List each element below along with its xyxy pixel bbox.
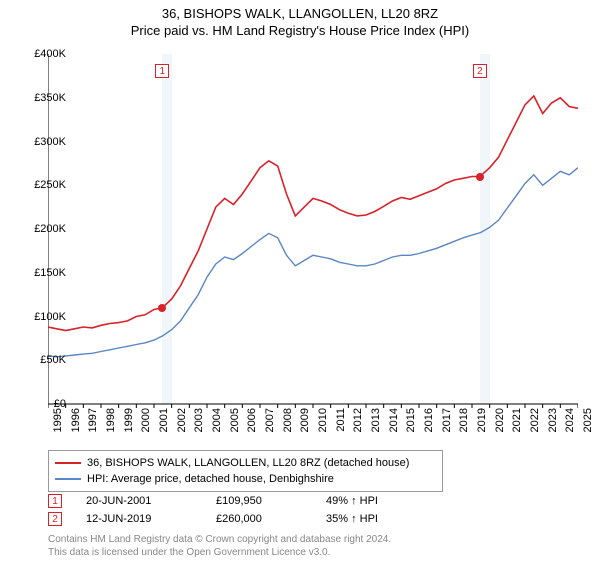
- x-tick-label: 2005: [229, 408, 241, 438]
- footnote-line-2: This data is licensed under the Open Gov…: [48, 547, 391, 560]
- x-tick-label: 2006: [246, 408, 258, 438]
- x-tick-label: 1996: [70, 408, 82, 438]
- x-tick-label: 2012: [352, 408, 364, 438]
- sale-marker-flag: 1: [155, 64, 169, 78]
- sale-row: 2 12-JUN-2019£260,00035% ↑ HPI: [48, 510, 436, 528]
- plot-region: 12: [48, 54, 578, 404]
- x-tick-label: 2003: [193, 408, 205, 438]
- sale-price: £260,000: [216, 513, 326, 525]
- legend: 36, BISHOPS WALK, LLANGOLLEN, LL20 8RZ (…: [48, 450, 443, 492]
- x-tick-label: 2022: [529, 408, 541, 438]
- series-hpi: [48, 168, 578, 357]
- sale-row-marker: 1: [48, 494, 62, 508]
- legend-swatch: [55, 462, 81, 464]
- sales-table: 1 20-JUN-2001£109,95049% ↑ HPI 2 12-JUN-201…: [48, 492, 436, 528]
- x-tick-label: 1995: [52, 408, 64, 438]
- sale-marker-flag: 2: [473, 64, 487, 78]
- sale-pct: 49% ↑ HPI: [326, 495, 436, 507]
- x-tick-label: 1997: [87, 408, 99, 438]
- sale-marker-dot: [476, 173, 484, 181]
- x-tick-label: 2019: [476, 408, 488, 438]
- x-tick-label: 1999: [123, 408, 135, 438]
- x-tick-label: 2002: [176, 408, 188, 438]
- x-tick-label: 2024: [564, 408, 576, 438]
- legend-swatch: [55, 478, 81, 480]
- x-tick-label: 2015: [405, 408, 417, 438]
- sale-row-marker: 2: [48, 512, 62, 526]
- x-tick-label: 2017: [441, 408, 453, 438]
- sale-row: 1 20-JUN-2001£109,95049% ↑ HPI: [48, 492, 436, 510]
- x-tick-label: 2020: [494, 408, 506, 438]
- chart-svg: [48, 54, 578, 410]
- x-tick-label: 2021: [511, 408, 523, 438]
- x-tick-label: 2009: [299, 408, 311, 438]
- y-tick-label: £50K: [21, 354, 66, 366]
- x-tick-label: 2023: [547, 408, 559, 438]
- chart-area: 12: [48, 54, 578, 404]
- x-tick-label: 2008: [282, 408, 294, 438]
- x-tick-label: 2010: [317, 408, 329, 438]
- x-tick-label: 2016: [423, 408, 435, 438]
- x-tick-label: 1998: [105, 408, 117, 438]
- series-price_paid: [48, 96, 578, 331]
- sale-marker-dot: [158, 304, 166, 312]
- x-tick-label: 2000: [140, 408, 152, 438]
- x-tick-label: 2004: [211, 408, 223, 438]
- x-tick-label: 2001: [158, 408, 170, 438]
- x-tick-label: 2025: [582, 408, 594, 438]
- y-tick-label: £250K: [21, 179, 66, 191]
- legend-label: 36, BISHOPS WALK, LLANGOLLEN, LL20 8RZ (…: [87, 457, 409, 469]
- legend-label: HPI: Average price, detached house, Denb…: [87, 473, 334, 485]
- y-tick-label: £150K: [21, 267, 66, 279]
- x-tick-label: 2018: [458, 408, 470, 438]
- chart-container: 36, BISHOPS WALK, LLANGOLLEN, LL20 8RZ P…: [0, 6, 600, 566]
- legend-item: HPI: Average price, detached house, Denb…: [55, 471, 436, 487]
- chart-title: 36, BISHOPS WALK, LLANGOLLEN, LL20 8RZ: [0, 6, 600, 21]
- x-tick-label: 2007: [264, 408, 276, 438]
- legend-item: 36, BISHOPS WALK, LLANGOLLEN, LL20 8RZ (…: [55, 455, 436, 471]
- footnote: Contains HM Land Registry data © Crown c…: [48, 534, 391, 559]
- sale-price: £109,950: [216, 495, 326, 507]
- y-tick-label: £350K: [21, 92, 66, 104]
- sale-date: 20-JUN-2001: [86, 495, 216, 507]
- chart-subtitle: Price paid vs. HM Land Registry's House …: [0, 23, 600, 38]
- y-tick-label: £400K: [21, 48, 66, 60]
- x-tick-label: 2013: [370, 408, 382, 438]
- y-tick-label: £300K: [21, 136, 66, 148]
- y-tick-label: £100K: [21, 311, 66, 323]
- sale-date: 12-JUN-2019: [86, 513, 216, 525]
- x-tick-label: 2011: [335, 408, 347, 438]
- sale-pct: 35% ↑ HPI: [326, 513, 436, 525]
- x-tick-label: 2014: [388, 408, 400, 438]
- y-tick-label: £200K: [21, 223, 66, 235]
- footnote-line-1: Contains HM Land Registry data © Crown c…: [48, 534, 391, 547]
